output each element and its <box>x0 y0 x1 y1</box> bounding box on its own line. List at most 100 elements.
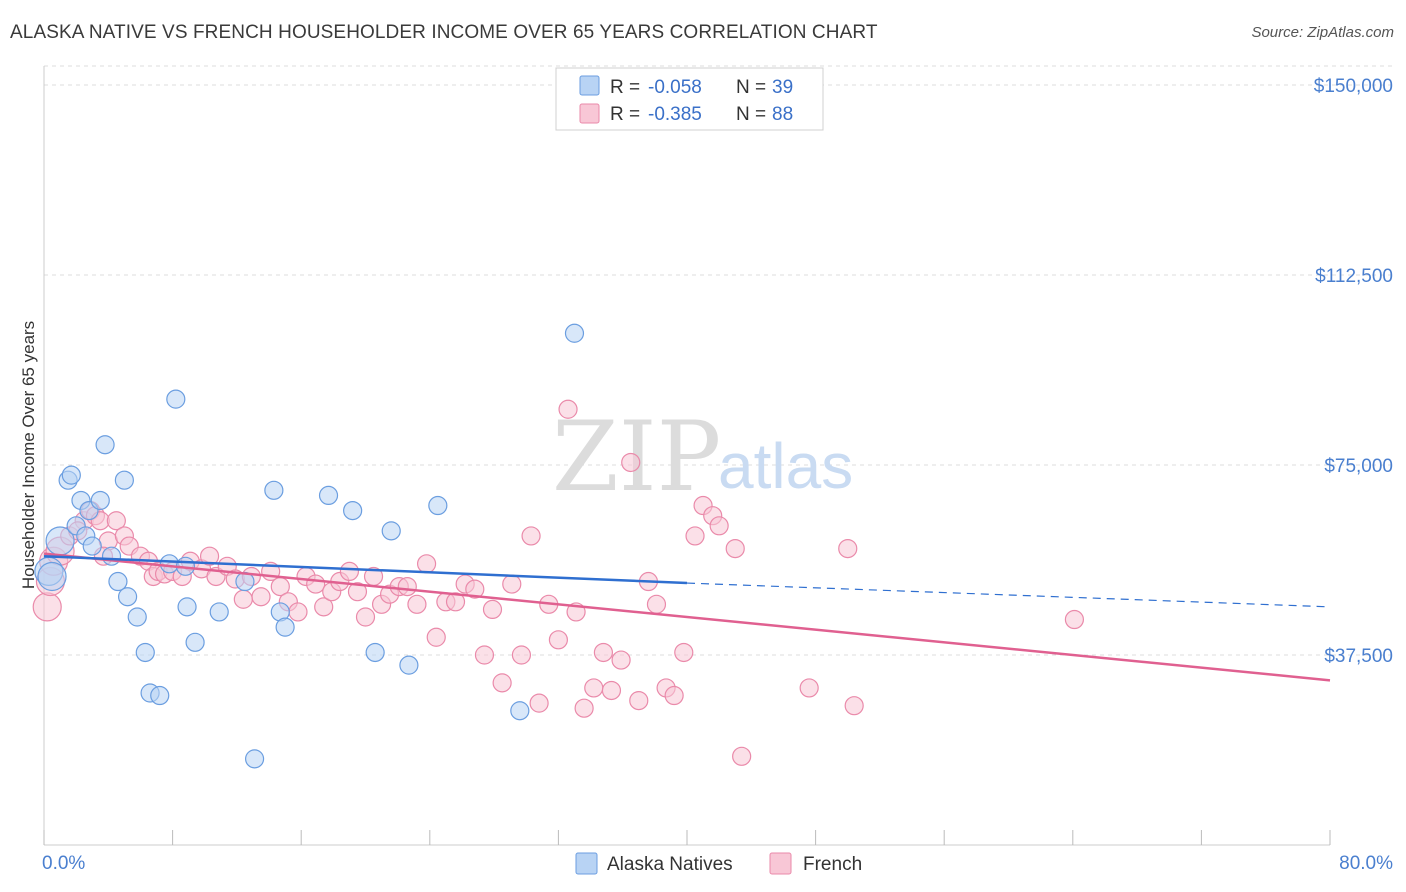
legend-swatch-alaska <box>579 75 600 96</box>
alaska-point-13 <box>108 571 128 592</box>
alaska-point-36 <box>510 701 530 721</box>
x-tick-label-0: 0.0% <box>42 853 85 874</box>
alaska-point-24 <box>209 602 229 622</box>
french-point-81 <box>732 746 752 766</box>
y-tick-label-3: $150,000 <box>1314 76 1393 97</box>
french-point-38 <box>339 561 360 582</box>
french-point-52 <box>465 579 485 599</box>
french-point-34 <box>306 574 326 594</box>
y-tick-label-0: $37,500 <box>1324 646 1393 667</box>
alaska-point-19 <box>150 685 170 706</box>
french-point-65 <box>584 678 604 698</box>
legend-n-label-alaska: N = <box>736 77 766 98</box>
french-point-10 <box>106 511 126 531</box>
french-point-69 <box>621 452 641 473</box>
bottom-legend-alaska: Alaska Natives <box>607 854 733 875</box>
series-legend: Alaska Natives French <box>575 852 862 875</box>
french-point-61 <box>548 630 569 650</box>
french-point-67 <box>601 680 622 701</box>
french-point-46 <box>407 594 427 614</box>
alaska-trend-extension <box>686 582 1331 608</box>
french-point-40 <box>355 607 376 627</box>
french-point-85 <box>1064 609 1085 630</box>
french-point-22 <box>199 546 220 566</box>
alaska-point-32 <box>365 642 385 663</box>
french-point-47 <box>416 554 437 574</box>
alaska-point-20 <box>159 554 179 574</box>
french-point-39 <box>347 582 368 602</box>
correlation-legend: R = -0.058 N = 39 R = -0.385 N = 88 <box>555 67 824 131</box>
french-point-82 <box>799 678 819 698</box>
french-point-84 <box>844 696 864 716</box>
alaska-point-1 <box>37 561 67 592</box>
y-tick-label-1: $75,000 <box>1324 456 1393 477</box>
watermark-atlas: atlas <box>718 430 853 502</box>
grid-layer <box>44 65 1396 656</box>
french-point-35 <box>314 597 334 617</box>
french-point-32 <box>288 602 308 622</box>
alaska-point-22 <box>177 597 197 617</box>
alaska-point-11 <box>95 435 115 455</box>
y-tick-label-2: $112,500 <box>1315 266 1393 287</box>
french-point-50 <box>445 592 466 612</box>
french-point-76 <box>685 526 705 546</box>
legend-r-label-french: R = <box>610 104 640 125</box>
alaska-points <box>34 323 585 769</box>
alaska-point-29 <box>275 617 295 637</box>
legend-swatch-french <box>579 103 600 124</box>
tick-labels: $37,500 $75,000 $112,500 $150,000 0.0% 80.0% <box>42 76 1393 874</box>
french-point-55 <box>492 673 512 693</box>
french-point-72 <box>646 594 667 614</box>
legend-n-value-french: 88 <box>772 104 793 125</box>
french-point-0 <box>32 592 62 622</box>
alaska-point-17 <box>135 642 155 663</box>
alaska-point-37 <box>564 323 585 343</box>
alaska-point-31 <box>343 501 363 521</box>
french-point-75 <box>674 642 694 663</box>
alaska-point-15 <box>117 587 138 607</box>
alaska-point-14 <box>114 470 134 490</box>
alaska-point-23 <box>185 632 205 652</box>
axis-layer <box>43 66 1331 846</box>
french-point-80 <box>725 538 745 559</box>
french-point-68 <box>611 650 631 670</box>
french-point-28 <box>251 587 271 607</box>
alaska-point-33 <box>381 521 401 541</box>
alaska-point-16 <box>127 607 147 627</box>
legend-n-value-alaska: 39 <box>772 77 793 98</box>
french-point-74 <box>664 685 684 706</box>
french-point-54 <box>482 599 503 620</box>
french-trend-line <box>43 552 1331 682</box>
bottom-legend-french: French <box>803 854 862 875</box>
alaska-point-12 <box>101 546 122 566</box>
legend-box <box>555 67 824 131</box>
legend-n-label-french: N = <box>736 104 766 125</box>
source-label: Source: ZipAtlas.com <box>1251 24 1394 41</box>
french-point-59 <box>529 693 549 713</box>
french-point-48 <box>426 627 446 647</box>
alaska-trend-line <box>43 554 688 585</box>
chart-title: ALASKA NATIVE VS FRENCH HOUSEHOLDER INCO… <box>10 22 878 43</box>
french-point-79 <box>709 516 729 536</box>
legend-r-value-alaska: -0.058 <box>648 77 702 98</box>
legend-r-label-alaska: R = <box>610 77 640 98</box>
trend-layer <box>43 552 1331 682</box>
x-tick-label-1: 80.0% <box>1339 853 1393 874</box>
french-point-83 <box>838 538 858 559</box>
french-point-64 <box>574 698 594 718</box>
alaska-point-34 <box>399 655 419 675</box>
french-point-56 <box>502 574 522 594</box>
alaska-point-21 <box>166 389 186 409</box>
french-point-26 <box>233 589 253 609</box>
french-point-66 <box>593 642 614 663</box>
alaska-point-26 <box>244 749 265 769</box>
legend-r-value-french: -0.385 <box>648 104 702 125</box>
bottom-legend-swatch-french <box>769 852 792 875</box>
french-point-53 <box>474 645 495 665</box>
alaska-point-27 <box>264 480 284 500</box>
alaska-point-35 <box>428 495 448 516</box>
alaska-point-30 <box>318 485 339 505</box>
french-point-70 <box>629 690 649 711</box>
bottom-legend-swatch-alaska <box>575 852 598 875</box>
alaska-point-9 <box>82 536 102 556</box>
